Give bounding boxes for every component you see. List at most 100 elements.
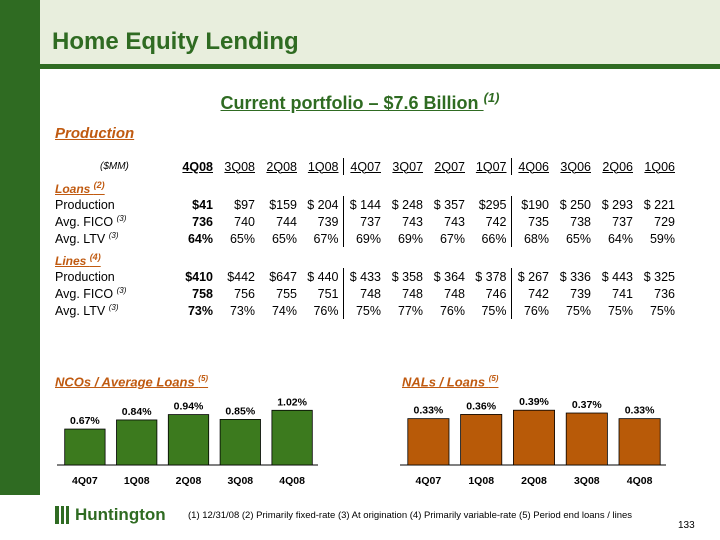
page-number: 133 [678, 520, 695, 531]
logo-mark-icon [55, 506, 69, 524]
subtitle-note: (1) [483, 90, 500, 105]
table-cell: $ 144 [349, 197, 381, 212]
bar [167, 414, 210, 466]
table-cell: 68% [523, 231, 549, 246]
row-label: Production [55, 268, 175, 285]
table-cell: 73% [187, 303, 213, 318]
table-cell: 69% [397, 231, 423, 246]
table-cell: $ 325 [643, 269, 675, 284]
column-header: 1Q08 [301, 158, 344, 175]
bar [513, 409, 555, 466]
column-header: 2Q07 [434, 159, 465, 174]
table-cell: 736 [654, 286, 675, 301]
nal-bar-chart: 0.33% 4Q07 0.36% 1Q08 0.39% 2Q08 0.37% 3Q08 0.33… [400, 396, 666, 487]
row-label-text: Production [55, 270, 115, 285]
table-cell: 65% [271, 231, 297, 246]
nal-title-note: (5) [488, 374, 499, 383]
table-cell: 748 [360, 286, 381, 301]
table-cell: $41 [192, 197, 213, 212]
column-header: 3Q07 [392, 159, 423, 174]
lines-group-cell: Lines (4) [55, 247, 679, 268]
table-cell: 67% [439, 231, 465, 246]
column-header: 3Q06 [560, 159, 591, 174]
table-cell: $ 336 [559, 269, 591, 284]
table-cell: $190 [521, 197, 549, 212]
table-cell: 75% [469, 302, 512, 319]
table-cell: $ 204 [301, 196, 344, 213]
table-cell: 741 [612, 286, 633, 301]
bar [618, 418, 661, 466]
column-header: 4Q07 [350, 159, 381, 174]
table-cell: $ 364 [433, 269, 465, 284]
table-cell: $ 378 [469, 268, 512, 285]
row-label-text: Avg. LTV [55, 304, 109, 319]
row-label: Avg. LTV (3) [55, 230, 175, 247]
column-header: 4Q06 [518, 159, 549, 174]
table-cell: $ 221 [643, 197, 675, 212]
table-cell: 729 [654, 214, 675, 229]
table-cell: 59% [649, 231, 675, 246]
left-accent-bar [0, 0, 40, 495]
category-label: 2Q08 [176, 475, 202, 487]
loans-heading-text: Loans [55, 181, 94, 196]
table-cell: 739 [301, 213, 344, 230]
table-cell: 66% [469, 230, 512, 247]
data-label: 0.67% [70, 415, 100, 427]
bar [219, 419, 261, 466]
table-cell: 755 [276, 286, 297, 301]
table-cell: 748 [444, 286, 465, 301]
nco-title-note: (5) [198, 374, 209, 383]
table-cell: $159 [269, 197, 297, 212]
table-cell: 748 [402, 286, 423, 301]
column-header: 2Q08 [266, 159, 297, 174]
column-header: 4Q08 [182, 159, 213, 174]
table-cell: $ 433 [349, 269, 381, 284]
lines-heading-note: (4) [89, 251, 101, 262]
company-logo: Huntington [55, 505, 166, 525]
nco-title-text: NCOs / Average Loans [55, 374, 199, 390]
nal-chart-title: NALs / Loans (5) [402, 374, 498, 389]
loans-group-row: Loans (2) [55, 175, 679, 196]
units-label: ($MM) [100, 161, 129, 172]
table-cell: 64% [607, 231, 633, 246]
table-cell: $410 [185, 269, 213, 284]
row-label: Avg. FICO (3) [55, 285, 175, 302]
table-cell: $ 443 [601, 269, 633, 284]
column-header: 1Q07 [469, 158, 512, 175]
table-cell: 65% [565, 231, 591, 246]
category-label: 3Q08 [574, 475, 600, 487]
table-cell: 75% [649, 303, 675, 318]
slide-title: Home Equity Lending [52, 28, 299, 55]
data-label: 0.33% [625, 405, 655, 417]
bar [64, 428, 106, 466]
table-cell: 737 [360, 214, 381, 229]
table-cell: 740 [234, 214, 255, 229]
lines-heading: Lines (4) [55, 251, 101, 268]
bar [407, 418, 450, 466]
lines-group-row: Lines (4) [55, 247, 679, 268]
row-label: Avg. FICO (3) [55, 213, 175, 230]
table-cell: 76% [523, 303, 549, 318]
row-label-text: Production [55, 198, 115, 213]
column-header: 3Q08 [224, 159, 255, 174]
category-label: 1Q08 [124, 475, 150, 487]
table-cell: $ 358 [391, 269, 423, 284]
table-cell: 743 [444, 214, 465, 229]
table-cell: 751 [301, 285, 344, 302]
data-label: 1.02% [277, 396, 307, 408]
table-cell: $ 440 [301, 268, 344, 285]
table-cell: 746 [469, 285, 512, 302]
table-cell: 735 [528, 214, 549, 229]
lines-heading-text: Lines [55, 253, 90, 268]
table-row: Avg. FICO (3) 736 740 744 739 737 743 743 742 735… [55, 213, 679, 230]
category-label: 4Q08 [279, 475, 305, 487]
table-cell: 742 [469, 213, 512, 230]
category-label: 2Q08 [521, 475, 547, 487]
table-cell: 736 [192, 214, 213, 229]
table-cell: 67% [301, 230, 344, 247]
table-cell: 64% [187, 231, 213, 246]
table-cell: $97 [234, 197, 255, 212]
row-label: Avg. LTV (3) [55, 302, 175, 319]
row-label-note: (3) [108, 302, 119, 312]
